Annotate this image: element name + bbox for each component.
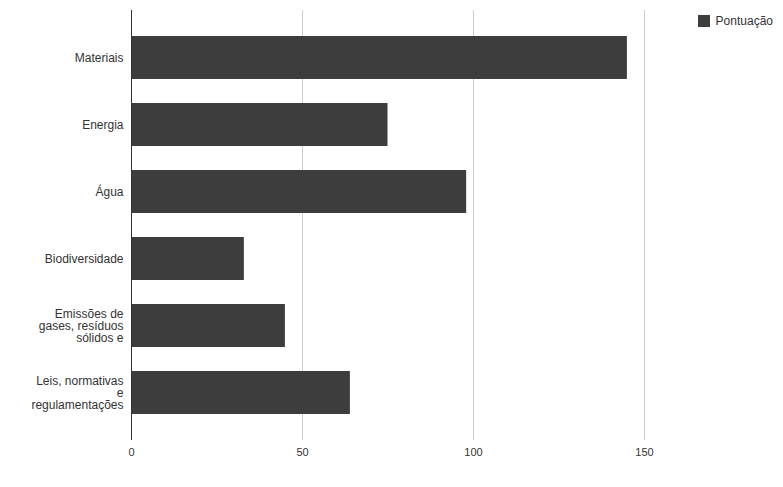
svg-text:Leis, normativaseregulamentaçõ: Leis, normativaseregulamentações [31, 374, 123, 412]
svg-text:Biodiversidade: Biodiversidade [45, 252, 124, 266]
svg-text:Emissões degases, resíduossóli: Emissões degases, resíduossólidos e [39, 307, 124, 345]
svg-text:0: 0 [128, 446, 134, 458]
svg-text:Materiais: Materiais [75, 51, 124, 65]
svg-text:100: 100 [464, 446, 482, 458]
svg-text:150: 150 [635, 446, 653, 458]
html-text:Pontuação: Pontuação [715, 14, 773, 28]
svg-text:Água: Água [95, 184, 123, 199]
svg-text:50: 50 [296, 446, 308, 458]
svg-text:Energia: Energia [82, 118, 124, 132]
